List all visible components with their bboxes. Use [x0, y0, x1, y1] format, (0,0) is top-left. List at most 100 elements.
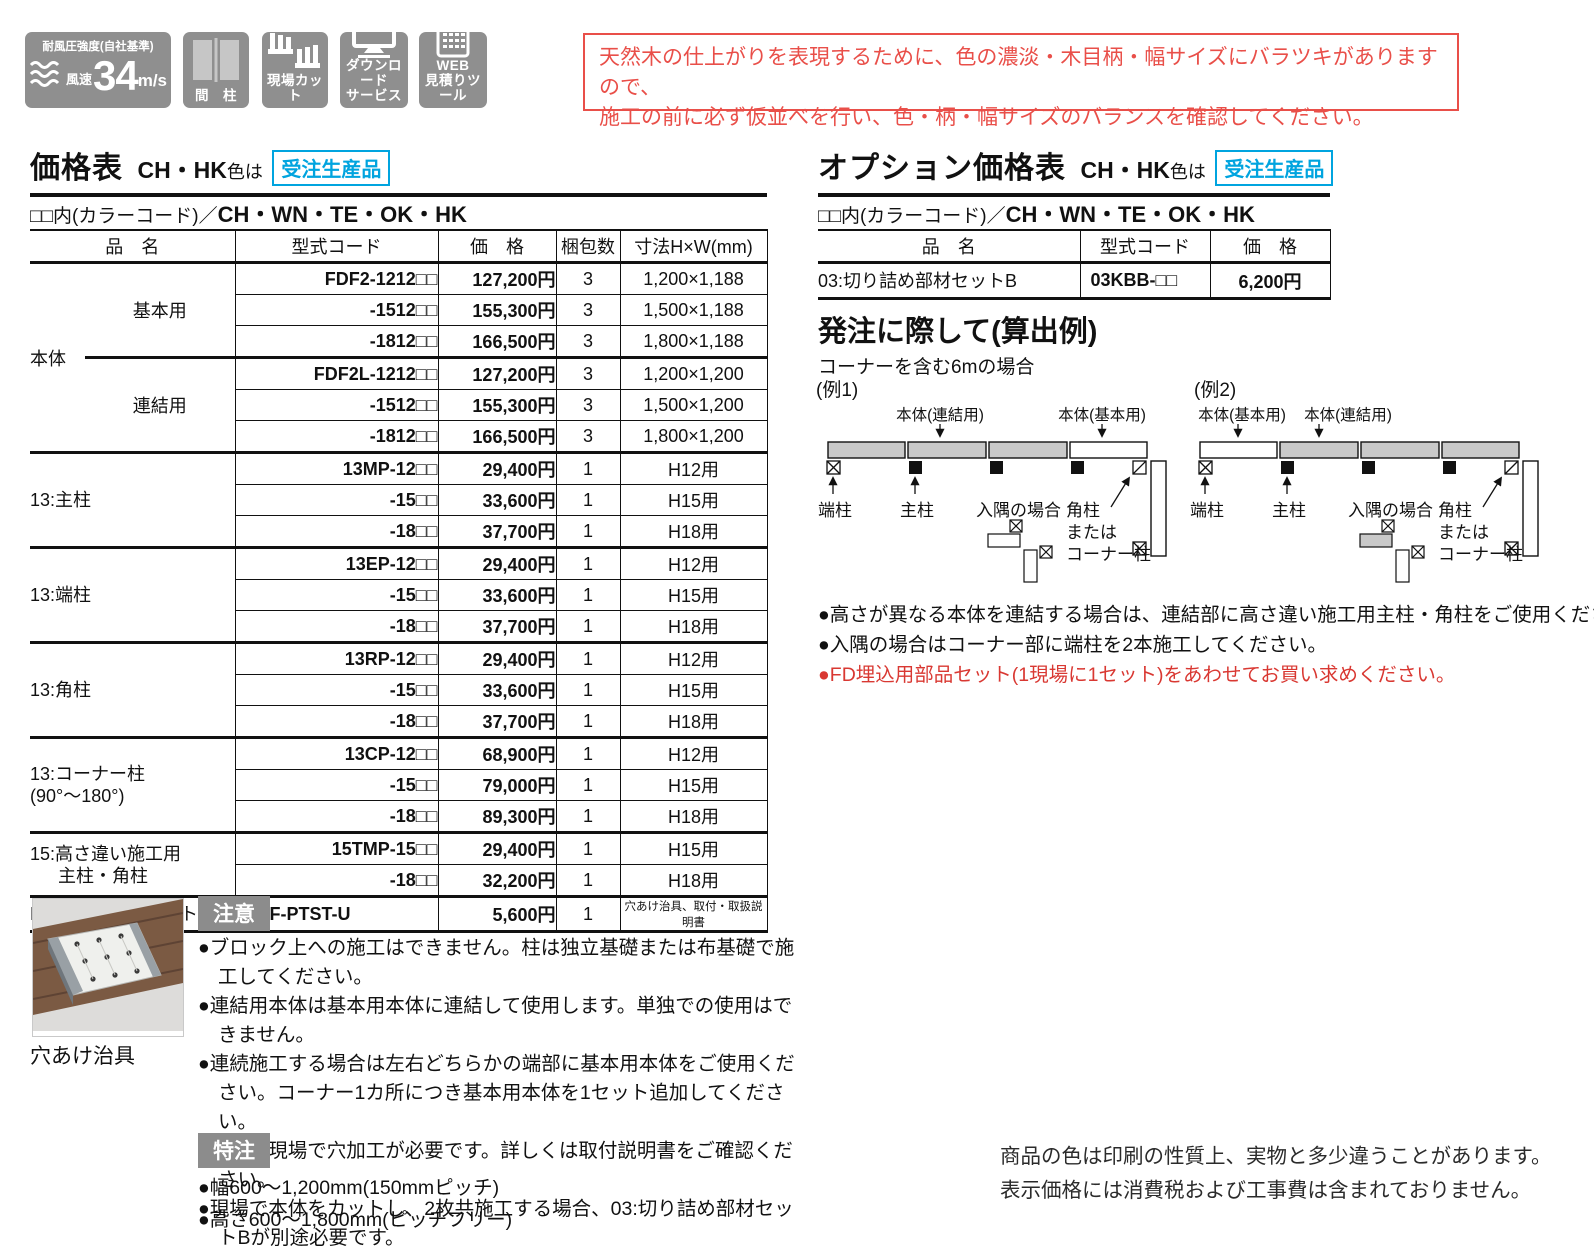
tile-label-line1: WEB [436, 58, 470, 73]
cell-pack-qty: 1 [555, 546, 620, 580]
corner-post-marker [1132, 460, 1147, 475]
caution-badge: 注意 [198, 896, 270, 931]
table-row: 13:コーナー柱 (90°〜180°) 13CP-12□□ 68,900円 1 … [30, 736, 768, 833]
cell-size: H15用 [619, 831, 768, 865]
fence-panels [1199, 441, 1520, 459]
table-row: 03:切り詰め部材セットB 03KBB-□□ 6,200円 [818, 262, 1331, 300]
col-header-size: 寸法H×W(mm) [619, 230, 768, 264]
panel-label-left: 本体(基本用) [1198, 406, 1286, 424]
made-to-order-badge: 受注生産品 [1215, 150, 1334, 186]
footer-line2: 表示価格には消費税および工事費は含まれておりません。 [1000, 1179, 1532, 1202]
cell-pack-qty: 1 [555, 451, 620, 485]
group-name: 13:コーナー柱 (90°〜180°) [30, 736, 235, 833]
return-panel [1522, 460, 1539, 557]
cell-model-code: -1512□□ [234, 389, 438, 421]
color-codes-suffix: 色は [226, 162, 263, 182]
cell-price: 6,200円 [1209, 262, 1331, 300]
color-codes: CH・HK [137, 157, 227, 183]
cell-price: 37,700円 [437, 705, 556, 738]
ordering-title: 発注に際して(算出例) [818, 316, 1098, 348]
cell-model-code: -18□□ [234, 800, 438, 833]
wind-speed-unit: m/s [137, 71, 168, 90]
cell-price: 155,300円 [437, 294, 556, 326]
cell-price: 29,400円 [437, 831, 556, 865]
table-row: -15□□ 79,000円 1 H15用 [30, 769, 768, 801]
caution-item: ●連結用本体は基本用本体に連結して使用します。単独での使用はできません。 [198, 995, 793, 1046]
cell-size: 1,200×1,200 [619, 356, 768, 390]
notice-line2: 施工の前に必ず仮並べを行い、色・柄・幅サイズのバランスを確認してください。 [599, 106, 1374, 129]
cell-pack-qty: 1 [555, 515, 620, 548]
group-name: 本体 [30, 348, 66, 369]
col-header-code: 型式コード [234, 230, 438, 264]
end-post-marker-2 [1504, 541, 1519, 556]
cell-pack-qty: 3 [555, 356, 620, 390]
cell-model-code: 13MP-12□□ [234, 451, 438, 485]
cell-model-code: -1812□□ [234, 325, 438, 358]
cell-option-name: 03:切り詰め部材セットB [818, 262, 1080, 300]
cell-pack-qty: 1 [555, 800, 620, 833]
cell-model-code: 13EP-12□□ [234, 546, 438, 580]
feature-tile-download: ダウンロード サービス [340, 20, 408, 108]
wave-icon [29, 57, 63, 96]
cell-pack-qty: 1 [555, 864, 620, 897]
cell-model-code: -18□□ [234, 705, 438, 738]
mabashira-icon [191, 32, 241, 88]
corner-post-marker [1504, 460, 1519, 475]
cell-price: 166,500円 [437, 325, 556, 358]
tile-label-line2: 見積りツール [425, 73, 481, 103]
ordering-subtitle: コーナーを含む6mの場合 [818, 357, 1035, 378]
corner-post-label-2: または [1438, 523, 1489, 542]
cell-price: 33,600円 [437, 484, 556, 516]
pointer-arrows [828, 476, 1130, 508]
group-name: 13:主柱 [30, 451, 235, 548]
cell-pack-qty: 1 [555, 641, 620, 675]
cell-size: H15用 [619, 769, 768, 801]
ordering-note-red: ●FD埋込用部品セット(1現場に1セット)をあわせてお買い求めください。 [818, 664, 1456, 686]
cell-model-code: 03KBB-□□ [1079, 262, 1210, 300]
cell-pack-qty: 1 [555, 831, 620, 865]
caution-list: ●ブロック上への施工はできません。柱は独立基礎または布基礎で施工してください。 … [198, 934, 802, 1253]
cell-model-code: 13RP-12□□ [234, 641, 438, 675]
tile-label-line1: ダウンロード [346, 58, 402, 88]
cell-model-code: -18□□ [234, 864, 438, 897]
feature-tile-mabashira: 間 柱 [183, 32, 249, 108]
cell-model-code: -15□□ [234, 769, 438, 801]
label-arrows [935, 424, 1107, 438]
table-row: -18□□ 37,700円 1 H18用 [30, 610, 768, 643]
cell-size: 1,500×1,188 [619, 294, 768, 326]
panel-label-right: 本体(連結用) [1304, 406, 1392, 424]
example-label: (例1) [816, 379, 858, 401]
onsite-cut-icon [268, 31, 322, 73]
cell-model-code: -18□□ [234, 515, 438, 548]
caution-item: ●現場で本体をカットし、2枚共施工する場合、03:切り詰め部材セットBが別途必要… [198, 1198, 794, 1249]
table-row: 連結用 FDF2L-1212□□ 127,200円 3 1,200×1,200 [30, 356, 768, 453]
cell-pack-qty: 3 [555, 294, 620, 326]
jig-photo [32, 898, 184, 1037]
cell-price: 79,000円 [437, 769, 556, 801]
special-order-item: ●幅600〜1,200mm(150mmピッチ) [198, 1177, 500, 1199]
main-post-label: 主柱 [1272, 501, 1306, 520]
download-service-icon [348, 20, 400, 58]
recess-label: 入隅の場合 [976, 501, 1061, 520]
cell-pack-qty: 1 [555, 769, 620, 801]
wind-resistance-badge: 耐風圧強度(自社基準) 風速 34 m/s [25, 32, 171, 108]
fence-panels [827, 441, 1148, 459]
main-post-markers [909, 461, 1084, 474]
label-arrows [1233, 424, 1324, 438]
col-header-qty: 梱包数 [555, 230, 620, 264]
group-name: 15:高さ違い施工用 主柱・角柱 [30, 831, 235, 897]
cell-price: 29,400円 [437, 641, 556, 675]
table-row: -15□□ 33,600円 1 H15用 [30, 579, 768, 611]
cell-size: H18用 [619, 800, 768, 833]
cell-price: 33,600円 [437, 674, 556, 706]
cell-size: H18用 [619, 610, 768, 643]
table-row: -18□□ 37,700円 1 H18用 [30, 515, 768, 548]
table-row: -1812□□ 166,500円 3 1,800×1,188 [30, 325, 768, 358]
cell-price: 127,200円 [437, 356, 556, 390]
option-table-title-row: オプション価格表 CH・HK色は 受注生産品 [818, 143, 1334, 187]
cell-pack-qty: 1 [555, 895, 620, 933]
caution-item: ●端柱は現場で穴加工が必要です。詳しくは取付説明書をご確認ください。 [198, 1140, 793, 1191]
color-codes-suffix: 色は [1169, 162, 1206, 182]
special-order-badge: 特注 [198, 1133, 270, 1168]
cell-size: H15用 [619, 579, 768, 611]
